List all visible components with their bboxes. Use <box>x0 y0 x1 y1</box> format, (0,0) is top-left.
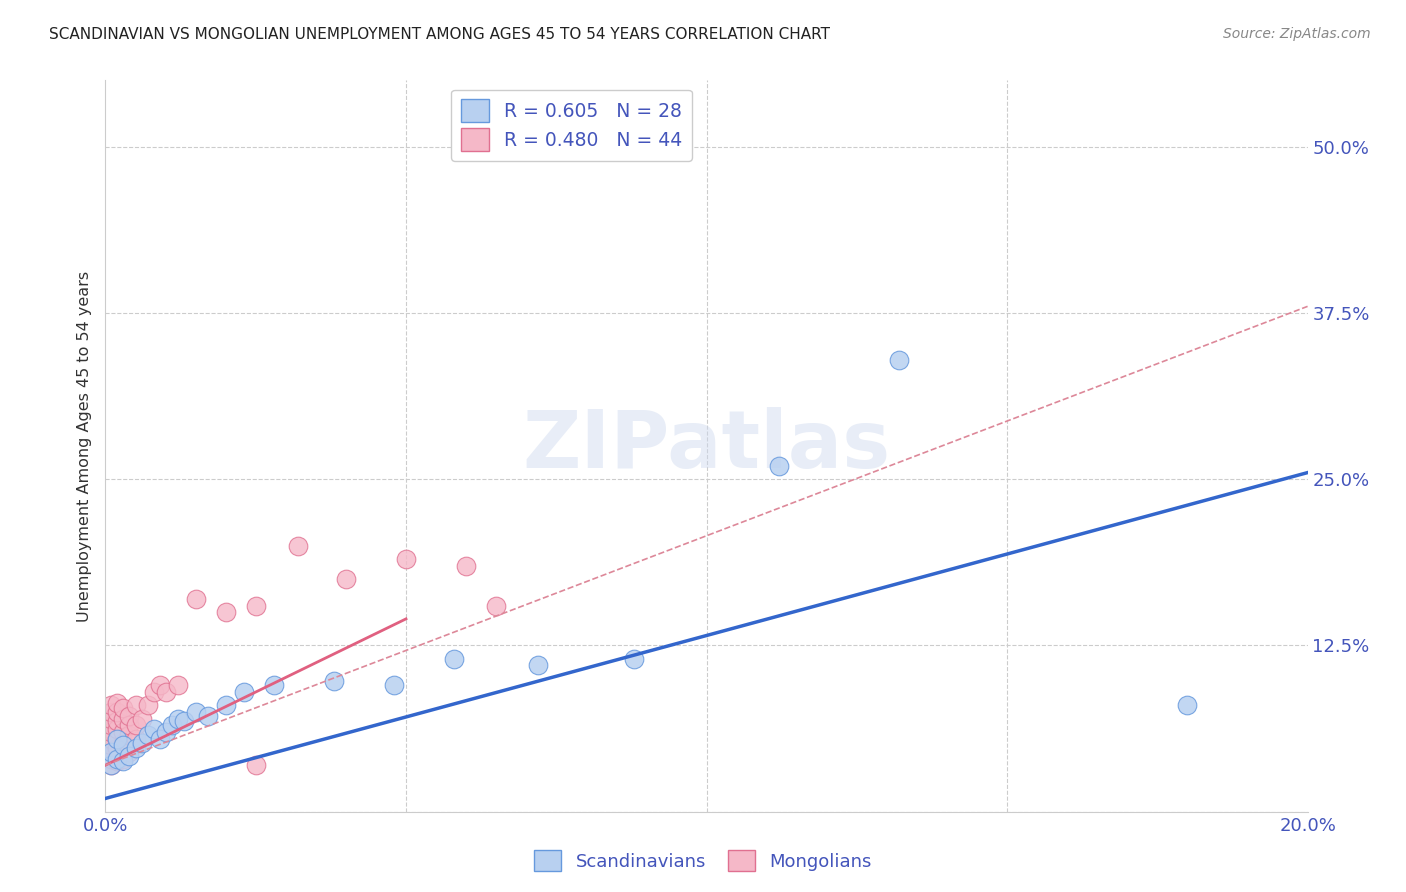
Point <box>197 709 219 723</box>
Y-axis label: Unemployment Among Ages 45 to 54 years: Unemployment Among Ages 45 to 54 years <box>77 270 93 622</box>
Point <box>166 678 188 692</box>
Point <box>100 698 122 713</box>
Point <box>245 599 267 613</box>
Point <box>100 758 122 772</box>
Point <box>184 705 207 719</box>
Point <box>107 731 129 746</box>
Point <box>173 714 195 729</box>
Point <box>107 754 129 768</box>
Point <box>107 751 129 765</box>
Text: Source: ZipAtlas.com: Source: ZipAtlas.com <box>1223 27 1371 41</box>
Point <box>107 731 129 746</box>
Point <box>245 758 267 772</box>
Point <box>155 725 177 739</box>
Point <box>112 738 135 752</box>
Point <box>100 745 122 759</box>
Point <box>136 728 159 742</box>
Text: SCANDINAVIAN VS MONGOLIAN UNEMPLOYMENT AMONG AGES 45 TO 54 YEARS CORRELATION CHA: SCANDINAVIAN VS MONGOLIAN UNEMPLOYMENT A… <box>49 27 830 42</box>
Point <box>100 731 122 746</box>
Point <box>124 740 146 755</box>
Point <box>107 740 129 755</box>
Point <box>887 352 910 367</box>
Point <box>184 591 207 606</box>
Point <box>136 698 159 713</box>
Point <box>166 712 188 726</box>
Point <box>100 751 122 765</box>
Legend: Scandinavians, Mongolians: Scandinavians, Mongolians <box>527 843 879 879</box>
Point <box>112 735 135 749</box>
Point <box>160 718 183 732</box>
Point <box>118 718 141 732</box>
Point <box>454 558 477 573</box>
Point <box>107 696 129 710</box>
Point <box>112 701 135 715</box>
Point <box>214 698 236 713</box>
Point <box>287 539 309 553</box>
Point <box>118 745 141 759</box>
Point <box>112 754 135 768</box>
Point <box>232 685 254 699</box>
Point <box>100 718 122 732</box>
Point <box>118 748 141 763</box>
Point <box>443 652 465 666</box>
Point <box>100 745 122 759</box>
Point <box>100 758 122 772</box>
Point <box>263 678 285 692</box>
Text: ZIPatlas: ZIPatlas <box>523 407 890 485</box>
Point <box>100 712 122 726</box>
Point <box>100 705 122 719</box>
Point <box>485 599 508 613</box>
Point <box>107 705 129 719</box>
Point <box>124 718 146 732</box>
Point <box>131 735 153 749</box>
Point <box>322 674 344 689</box>
Point <box>382 678 405 692</box>
Point <box>112 725 135 739</box>
Point <box>214 605 236 619</box>
Point <box>112 751 135 765</box>
Point <box>768 458 790 473</box>
Point <box>124 731 146 746</box>
Point <box>148 731 170 746</box>
Point <box>335 572 357 586</box>
Point <box>142 685 165 699</box>
Legend: R = 0.605   N = 28, R = 0.480   N = 44: R = 0.605 N = 28, R = 0.480 N = 44 <box>451 90 692 161</box>
Point <box>623 652 645 666</box>
Point <box>124 698 146 713</box>
Point <box>142 723 165 737</box>
Point <box>131 712 153 726</box>
Point <box>148 678 170 692</box>
Point <box>118 728 141 742</box>
Point <box>395 552 418 566</box>
Point <box>100 738 122 752</box>
Point <box>107 714 129 729</box>
Point <box>112 712 135 726</box>
Point <box>527 658 550 673</box>
Point <box>1175 698 1198 713</box>
Point <box>107 723 129 737</box>
Point <box>100 725 122 739</box>
Point <box>155 685 177 699</box>
Point <box>118 709 141 723</box>
